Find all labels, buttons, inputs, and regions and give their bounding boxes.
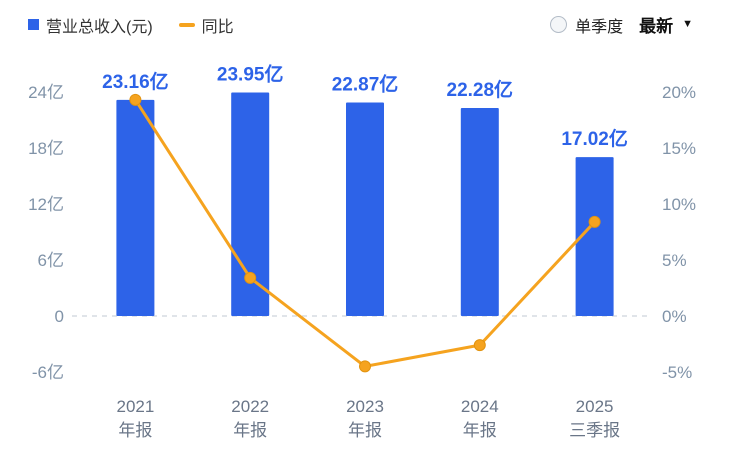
chart-controls: 单季度 最新 ▼ bbox=[550, 12, 693, 37]
left-axis-tick: 12亿 bbox=[28, 195, 64, 214]
legend-item-yoy: 同比 bbox=[178, 13, 234, 37]
latest-label: 最新 bbox=[639, 17, 674, 36]
yoy-point[interactable] bbox=[588, 215, 601, 228]
revenue-bar[interactable] bbox=[575, 157, 614, 316]
period-dropdown[interactable]: 最新 ▼ bbox=[639, 12, 693, 37]
bar-value-label: 22.87亿 bbox=[332, 73, 399, 96]
single-quarter-toggle[interactable]: 单季度 bbox=[550, 13, 623, 37]
left-axis-tick: 0 bbox=[55, 307, 64, 326]
yoy-swatch-icon bbox=[178, 22, 195, 27]
legend-revenue-label: 营业总收入(元) bbox=[46, 18, 153, 36]
x-axis-label: 2021 年报 bbox=[116, 397, 154, 440]
right-axis-tick: -5% bbox=[662, 363, 692, 382]
right-axis-tick: 15% bbox=[662, 139, 696, 158]
yoy-point[interactable] bbox=[473, 339, 486, 352]
right-axis-tick: 0% bbox=[662, 307, 687, 326]
revenue-bar[interactable] bbox=[116, 99, 155, 316]
left-axis-tick: -6亿 bbox=[32, 363, 64, 382]
bar-value-label: 17.02亿 bbox=[561, 127, 628, 150]
caret-down-icon: ▼ bbox=[682, 18, 693, 30]
x-axis-label: 2025 三季报 bbox=[569, 397, 620, 440]
right-axis-tick: 20% bbox=[662, 83, 696, 102]
legend-yoy-label: 同比 bbox=[201, 18, 234, 36]
legend-item-revenue: 营业总收入(元) bbox=[28, 13, 153, 37]
radio-circle-icon[interactable] bbox=[550, 16, 568, 33]
bar-value-label: 22.28亿 bbox=[447, 78, 514, 101]
chart-header: 营业总收入(元) 同比 单季度 最新 ▼ bbox=[0, 12, 735, 37]
yoy-point[interactable] bbox=[244, 271, 257, 284]
x-axis-label: 2024 年报 bbox=[461, 397, 499, 440]
left-axis-tick: 18亿 bbox=[28, 139, 64, 158]
x-axis-label: 2023 年报 bbox=[346, 397, 384, 440]
right-axis-tick: 10% bbox=[662, 195, 696, 214]
right-axis-tick: 5% bbox=[662, 251, 687, 270]
bar-value-label: 23.16亿 bbox=[102, 70, 169, 93]
single-quarter-label: 单季度 bbox=[575, 18, 624, 36]
revenue-bar[interactable] bbox=[231, 92, 270, 316]
legend: 营业总收入(元) 同比 bbox=[28, 13, 234, 37]
left-axis-tick: 6亿 bbox=[38, 251, 64, 270]
revenue-bar[interactable] bbox=[460, 108, 499, 316]
x-axis-label: 2022 年报 bbox=[231, 397, 269, 440]
bar-value-label: 23.95亿 bbox=[217, 62, 284, 85]
revenue-swatch-icon bbox=[28, 19, 39, 30]
left-axis-tick: 24亿 bbox=[28, 83, 64, 102]
yoy-point[interactable] bbox=[359, 360, 371, 373]
revenue-bar[interactable] bbox=[346, 102, 384, 317]
yoy-point[interactable] bbox=[129, 93, 142, 106]
